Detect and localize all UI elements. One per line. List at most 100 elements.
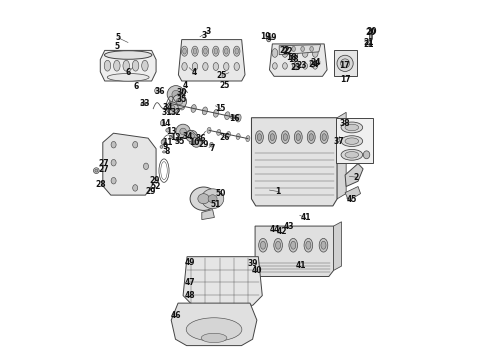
Ellipse shape bbox=[223, 46, 229, 56]
Ellipse shape bbox=[292, 49, 298, 57]
Ellipse shape bbox=[369, 43, 372, 46]
Text: 1: 1 bbox=[275, 187, 281, 196]
Ellipse shape bbox=[310, 46, 314, 51]
Text: 10: 10 bbox=[189, 138, 200, 147]
Ellipse shape bbox=[176, 98, 183, 105]
Ellipse shape bbox=[189, 134, 195, 139]
Ellipse shape bbox=[198, 194, 209, 204]
Text: 5: 5 bbox=[116, 33, 121, 42]
Ellipse shape bbox=[257, 134, 262, 140]
Polygon shape bbox=[255, 226, 334, 276]
Ellipse shape bbox=[104, 60, 111, 71]
Ellipse shape bbox=[231, 115, 236, 119]
Ellipse shape bbox=[176, 124, 190, 139]
Text: 5: 5 bbox=[115, 42, 120, 51]
Ellipse shape bbox=[321, 241, 326, 249]
Text: 41: 41 bbox=[300, 213, 311, 222]
Text: 25: 25 bbox=[217, 71, 227, 80]
Text: 48: 48 bbox=[185, 292, 196, 300]
Ellipse shape bbox=[341, 122, 363, 133]
Ellipse shape bbox=[224, 48, 228, 54]
Text: 29: 29 bbox=[146, 187, 156, 196]
Ellipse shape bbox=[172, 90, 180, 98]
Ellipse shape bbox=[186, 318, 242, 341]
Ellipse shape bbox=[337, 55, 353, 72]
Text: 45: 45 bbox=[347, 195, 358, 204]
Text: 18: 18 bbox=[288, 55, 299, 64]
Polygon shape bbox=[337, 112, 346, 199]
Text: 8: 8 bbox=[164, 148, 170, 157]
Text: 23: 23 bbox=[296, 61, 307, 70]
Text: 6: 6 bbox=[125, 68, 131, 77]
Ellipse shape bbox=[234, 63, 240, 71]
Polygon shape bbox=[345, 186, 361, 201]
Ellipse shape bbox=[312, 49, 318, 57]
Ellipse shape bbox=[183, 48, 186, 54]
Ellipse shape bbox=[292, 46, 295, 51]
Ellipse shape bbox=[202, 107, 207, 115]
Ellipse shape bbox=[192, 63, 197, 71]
Text: 18: 18 bbox=[287, 53, 297, 62]
Text: 39: 39 bbox=[247, 259, 258, 268]
Ellipse shape bbox=[272, 49, 278, 57]
Text: 13: 13 bbox=[166, 127, 176, 136]
Ellipse shape bbox=[283, 46, 286, 51]
Ellipse shape bbox=[192, 46, 198, 56]
Ellipse shape bbox=[283, 63, 287, 69]
Ellipse shape bbox=[235, 48, 239, 54]
Text: 16: 16 bbox=[229, 114, 240, 122]
Text: 6: 6 bbox=[134, 82, 139, 91]
Text: 34: 34 bbox=[183, 132, 194, 141]
Text: 26: 26 bbox=[219, 133, 230, 142]
Ellipse shape bbox=[363, 151, 370, 159]
Text: 9: 9 bbox=[163, 143, 168, 152]
Text: 17: 17 bbox=[339, 61, 350, 70]
Ellipse shape bbox=[180, 102, 185, 110]
Ellipse shape bbox=[181, 46, 188, 56]
Ellipse shape bbox=[213, 63, 219, 71]
Text: 29: 29 bbox=[149, 176, 160, 185]
Ellipse shape bbox=[186, 130, 197, 142]
Text: 3: 3 bbox=[201, 31, 206, 40]
Ellipse shape bbox=[275, 241, 281, 249]
Text: 41: 41 bbox=[295, 261, 306, 270]
Ellipse shape bbox=[133, 141, 138, 148]
Ellipse shape bbox=[293, 63, 297, 69]
Text: 32: 32 bbox=[171, 108, 181, 117]
Ellipse shape bbox=[141, 102, 146, 105]
Ellipse shape bbox=[194, 140, 198, 144]
Ellipse shape bbox=[170, 135, 173, 139]
Ellipse shape bbox=[289, 238, 297, 252]
Ellipse shape bbox=[166, 129, 170, 132]
Text: 36: 36 bbox=[196, 134, 206, 143]
Ellipse shape bbox=[236, 134, 240, 140]
Text: 12: 12 bbox=[171, 133, 181, 142]
Ellipse shape bbox=[214, 109, 219, 117]
Text: 31: 31 bbox=[161, 108, 172, 117]
Ellipse shape bbox=[214, 48, 218, 54]
Ellipse shape bbox=[226, 131, 230, 138]
Ellipse shape bbox=[345, 124, 359, 131]
Text: 22: 22 bbox=[279, 46, 290, 55]
Text: 43: 43 bbox=[284, 222, 294, 231]
Ellipse shape bbox=[189, 140, 193, 144]
Ellipse shape bbox=[111, 141, 116, 148]
Ellipse shape bbox=[236, 114, 241, 122]
Polygon shape bbox=[178, 40, 245, 81]
Ellipse shape bbox=[246, 136, 250, 141]
Bar bbox=[337, 118, 373, 163]
Ellipse shape bbox=[192, 137, 201, 147]
Ellipse shape bbox=[319, 238, 328, 252]
Ellipse shape bbox=[223, 63, 229, 71]
Ellipse shape bbox=[272, 63, 277, 69]
Ellipse shape bbox=[225, 112, 230, 120]
Text: 51: 51 bbox=[210, 200, 221, 209]
Ellipse shape bbox=[296, 134, 300, 140]
Text: 35: 35 bbox=[177, 95, 187, 104]
Text: 47: 47 bbox=[185, 278, 196, 287]
Ellipse shape bbox=[313, 63, 318, 69]
Ellipse shape bbox=[261, 241, 266, 249]
Text: 44: 44 bbox=[270, 225, 280, 234]
Text: 46: 46 bbox=[171, 310, 181, 320]
Text: 36: 36 bbox=[154, 87, 165, 96]
